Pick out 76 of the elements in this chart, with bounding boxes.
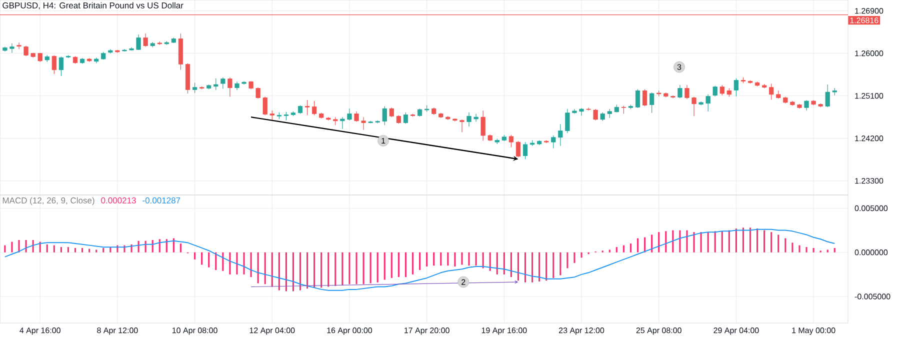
x-tick-label: 25 Apr 08:00 [636,328,682,335]
candlestick [558,124,563,146]
annotation: 2 [462,279,466,285]
candlestick [474,113,478,122]
candlestick [565,108,570,134]
annotation: 3 [677,64,682,70]
x-tick-label: 4 Apr 16:00 [20,328,60,335]
candlestick [825,84,830,108]
candlestick [712,86,718,97]
candlestick [403,112,408,124]
x-tick-label: 19 Apr 16:00 [482,328,527,335]
candlestick [312,100,317,116]
ref-line-label: 1.26816 [850,18,878,24]
candlestick [354,111,359,122]
candlestick [804,100,809,111]
y-tick-label: 0.000000 [854,250,888,256]
candlestick [58,56,64,76]
y-tick-label: 1.25100 [855,93,884,99]
candlestick [256,87,260,99]
candlestick [460,119,464,132]
candlestick [635,88,640,108]
candlestick [220,77,226,90]
candlestick [192,82,198,94]
y-tick-label: 1.24200 [855,136,884,142]
candlestick [642,88,648,107]
candlestick [136,34,141,50]
candlestick [684,84,690,100]
x-tick-label: 29 Apr 04:00 [714,328,759,335]
candlestick [16,42,22,50]
candlestick [262,96,268,116]
candlestick [466,112,472,127]
x-tick-label: 10 Apr 08:00 [172,328,218,335]
candlestick [214,78,218,90]
text: 0.000213 [101,197,136,204]
candlestick [706,94,710,112]
candlestick [340,116,345,130]
candlestick [720,84,724,96]
candlestick [361,116,366,130]
candlestick [516,140,521,158]
candlestick [769,83,774,100]
text: -0.001287 [142,197,180,204]
x-tick-label: 8 Apr 12:00 [97,328,138,335]
candlestick [579,108,584,116]
candlestick [347,108,352,121]
candlestick [143,33,148,48]
x-tick-label: 16 Apr 00:00 [327,328,372,335]
candlestick [480,110,486,141]
candlestick [382,106,387,126]
candlestick [692,96,696,116]
x-tick-label: 23 Apr 12:00 [559,328,604,335]
candlestick [593,108,598,121]
candlestick [572,108,577,114]
x-tick-label: 17 Apr 20:00 [404,328,450,335]
candlestick [551,135,556,149]
y-tick-label: 0.005000 [854,205,888,212]
candlestick [508,134,514,148]
candlestick [650,92,654,114]
candlestick [389,107,394,118]
chart-title: GBPUSD, H4: Great Britain Pound vs US Dollar [2,2,184,10]
candlestick [52,54,56,74]
candlestick [678,84,682,98]
candlestick [24,45,28,56]
candlestick [270,110,274,121]
x-tick-label: 12 Apr 04:00 [250,328,295,335]
candlestick [10,43,14,54]
x-tick-label: 1 May 00:00 [792,328,836,335]
candlestick [522,142,528,160]
y-tick-label: -0.005000 [854,294,890,300]
y-tick-label: 1.23300 [855,178,884,184]
y-tick-label: 1.26000 [855,50,884,56]
annotation: 1 [382,138,386,144]
y-tick-label: 1.26900 [855,8,884,14]
chart-title: MACD (12, 26, 9, Close) [2,197,94,206]
candlestick [228,77,232,98]
candlestick [304,100,310,116]
candlestick [734,78,739,97]
